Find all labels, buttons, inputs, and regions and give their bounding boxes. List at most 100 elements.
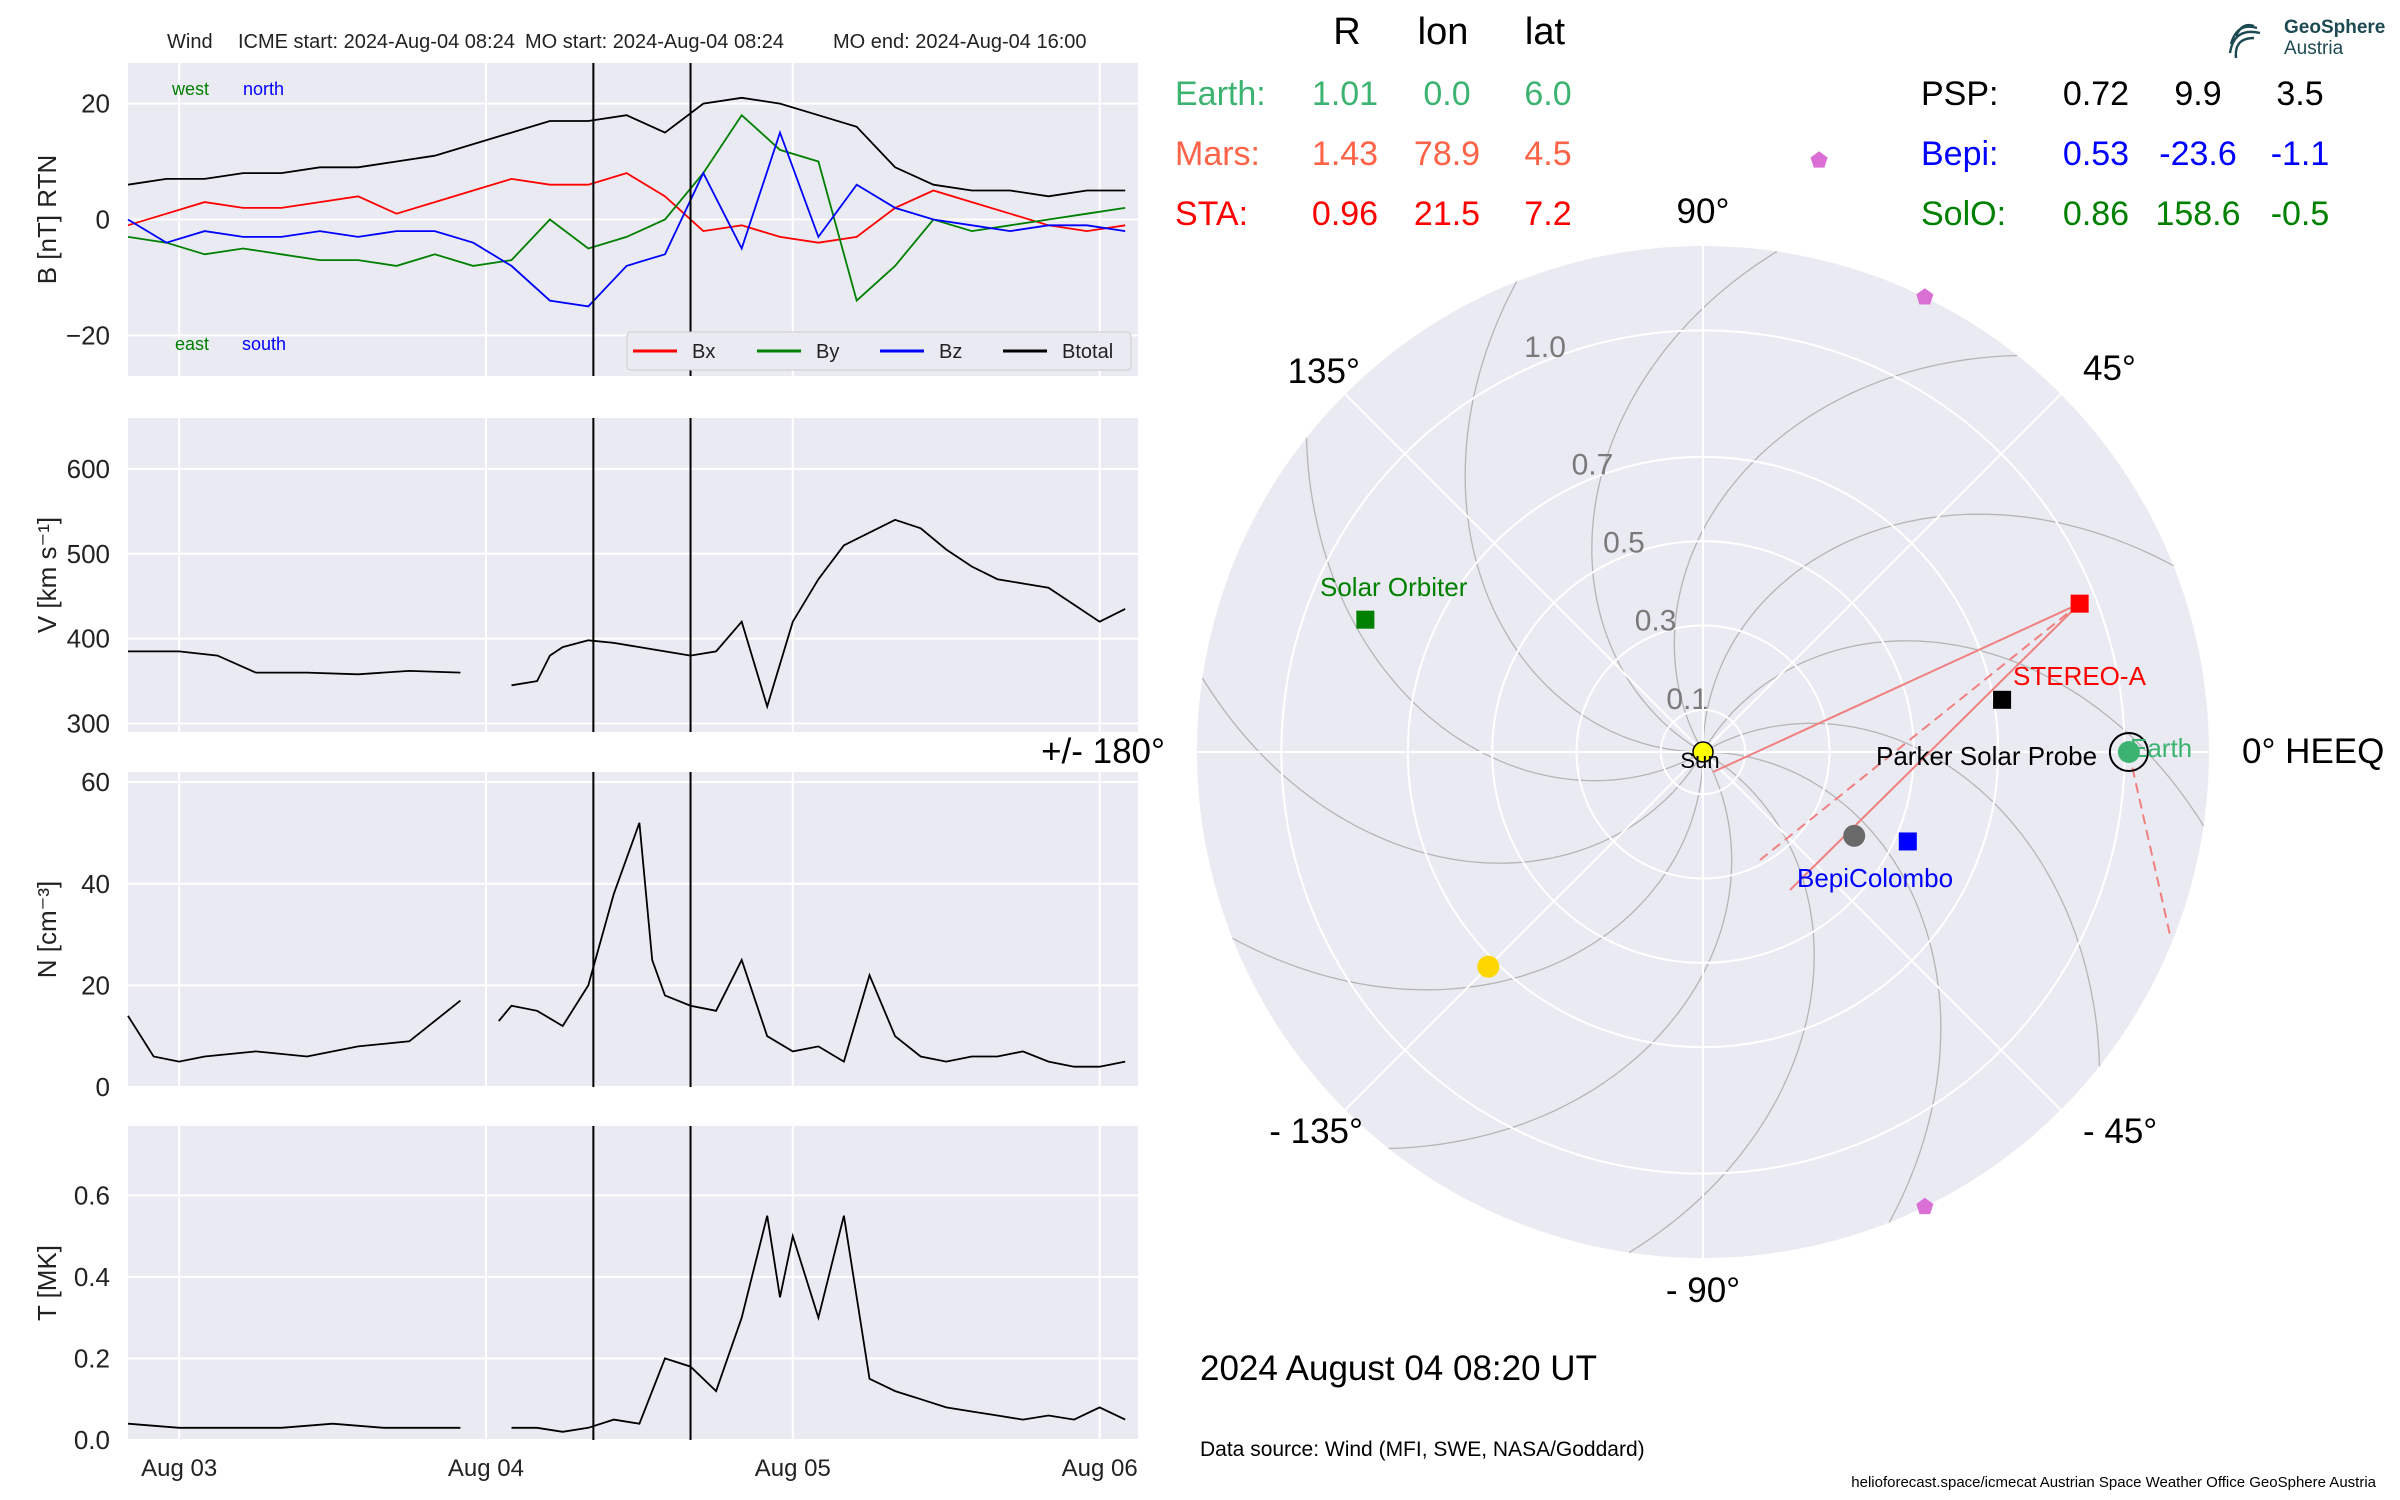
geosphere-logo: GeoSphere Austria xyxy=(2228,17,2385,59)
marker-venus xyxy=(1477,955,1500,978)
marker-mars xyxy=(1810,151,1828,168)
position-table: R lon lat xyxy=(1333,11,1565,53)
y-tick-label: −20 xyxy=(66,320,110,350)
table-header-lat: lat xyxy=(1525,11,1566,53)
row-lat: 6.0 xyxy=(1524,75,1571,113)
series-line-bz xyxy=(127,129,1126,308)
table-header-lon: lon xyxy=(1418,11,1469,53)
row-name: Earth: xyxy=(1175,75,1266,113)
series-line-bx xyxy=(127,172,1126,244)
row-name: Mars: xyxy=(1175,135,1260,173)
legend-label: By xyxy=(816,341,839,363)
marker-label: STEREO-A xyxy=(2013,661,2147,691)
row-r: 0.86 xyxy=(2063,195,2129,233)
marker-shape xyxy=(2117,741,2140,763)
y-tick-label: 300 xyxy=(67,709,110,739)
row-r: 0.53 xyxy=(2063,135,2129,173)
angle-label: +/- 180° xyxy=(1041,732,1165,771)
row-lon: -23.6 xyxy=(2159,135,2237,173)
swirl-icon xyxy=(2228,23,2261,59)
marker-shape xyxy=(1898,832,1917,851)
radial-tick-label: 0.1 xyxy=(1666,683,1708,716)
marker-shape xyxy=(1993,690,2012,709)
y-tick-label: 20 xyxy=(81,970,110,1000)
y-tick-label: 40 xyxy=(81,869,110,899)
row-name: PSP: xyxy=(1921,75,1998,113)
panel-3: 0 20 40 60 N [cm⁻³] xyxy=(32,767,1138,1102)
row-r: 1.43 xyxy=(1312,135,1378,173)
marker-solar-orbiter: Solar Orbiter xyxy=(1320,572,1468,629)
marker-parker-solar-probe: Parker Solar Probe xyxy=(1876,690,2097,771)
marker-earth: Earth xyxy=(2108,732,2192,772)
row-lon: 0.0 xyxy=(1423,75,1470,113)
table-row-sta: STA: 0.96 21.5 7.2 xyxy=(1175,195,1572,233)
y-tick-label: 0 xyxy=(96,205,110,235)
marker-label: Sun xyxy=(1680,748,1719,773)
series-line-by xyxy=(127,113,1126,303)
row-lon: 78.9 xyxy=(1414,135,1480,173)
angular-gridline xyxy=(1344,393,1704,753)
series-line-data xyxy=(127,822,1126,1068)
panel-2: 300 400 500 600 V [km s⁻¹] xyxy=(32,418,1138,739)
angle-label: 135° xyxy=(1288,352,1360,391)
angular-gridline xyxy=(1344,751,1704,1111)
marker-mercury xyxy=(1843,824,1866,847)
radial-tick-label: 0.3 xyxy=(1635,605,1677,638)
legend: Bx By Bz Btotal xyxy=(626,331,1132,371)
timeseries-panels: −20 0 20 B [nT] RTN west north east south Bx By Bz… xyxy=(32,63,1138,1482)
data-source-label: Data source: Wind (MFI, SWE, NASA/Goddar… xyxy=(1200,1438,1645,1461)
table-header-r: R xyxy=(1333,11,1360,53)
y-tick-label: 400 xyxy=(67,624,110,654)
sta-line xyxy=(1789,602,2081,891)
row-r: 0.96 xyxy=(1312,195,1378,233)
position-table-rows: Earth: 1.01 0.0 6.0 Mars: 1.43 78.9 4.5 STA: 0.96… xyxy=(1175,75,2329,233)
y-tick-label: 0.2 xyxy=(74,1343,110,1373)
table-row-bepi: Bepi: 0.53 -23.6 -1.1 xyxy=(1921,135,2329,173)
row-lat: -1.1 xyxy=(2271,135,2330,173)
angle-label: - 135° xyxy=(1269,1112,1363,1151)
y-axis-label: V [km s⁻¹] xyxy=(32,517,62,633)
logo-line1: GeoSphere xyxy=(2284,17,2385,38)
direction-label-west: west xyxy=(171,79,209,99)
spacecraft-name: Wind xyxy=(167,31,213,53)
angle-label: 90° xyxy=(1677,192,1730,231)
marker-label: Parker Solar Probe xyxy=(1876,741,2097,771)
marker-shape xyxy=(1477,955,1500,978)
row-lon: 9.9 xyxy=(2174,75,2221,113)
angular-gridline xyxy=(1702,393,2062,753)
series-line-data xyxy=(127,1215,1126,1433)
marker-shape xyxy=(1916,1197,1934,1215)
marker-shape xyxy=(1810,151,1828,168)
footer-credits: helioforecast.space/icmecat Austrian Spa… xyxy=(1851,1474,2376,1491)
marker-shape xyxy=(2070,594,2089,613)
legend-label: Bz xyxy=(939,341,962,363)
row-name: STA: xyxy=(1175,195,1248,233)
row-lon: 21.5 xyxy=(1414,195,1480,233)
y-tick-label: 20 xyxy=(81,89,110,119)
marker-shape xyxy=(1916,288,1934,305)
marker-stereo-a: STEREO-A xyxy=(2013,594,2147,691)
row-lat: 3.5 xyxy=(2276,75,2323,113)
table-row-solo: SolO: 0.86 158.6 -0.5 xyxy=(1921,195,2329,233)
y-tick-label: 600 xyxy=(67,454,110,484)
panel-background xyxy=(128,772,1138,1087)
direction-label-east: east xyxy=(175,334,209,354)
sta-line xyxy=(1712,602,2081,773)
table-row-psp: PSP: 0.72 9.9 3.5 xyxy=(1921,75,2324,113)
panel-4: 0.0 0.2 0.4 0.6 T [MK] Aug 03 Aug 04 Aug 05 Aug … xyxy=(32,1126,1138,1482)
legend-box xyxy=(626,331,1132,371)
row-lon: 158.6 xyxy=(2155,195,2240,233)
panel-background xyxy=(128,418,1138,732)
direction-label-north: north xyxy=(243,79,284,99)
y-axis-label: N [cm⁻³] xyxy=(32,881,62,979)
y-axis-label: T [MK] xyxy=(32,1245,62,1321)
row-r: 1.01 xyxy=(1312,75,1378,113)
y-tick-label: 0.6 xyxy=(74,1180,110,1210)
panel-background xyxy=(128,1126,1138,1440)
angle-label: 45° xyxy=(2083,349,2136,388)
date-label: 2024 August 04 08:20 UT xyxy=(1200,1349,1597,1388)
panel-1: −20 0 20 B [nT] RTN west north east south Bx By Bz… xyxy=(32,63,1138,376)
legend-label: Bx xyxy=(692,341,715,363)
legend-label: Btotal xyxy=(1062,341,1113,363)
